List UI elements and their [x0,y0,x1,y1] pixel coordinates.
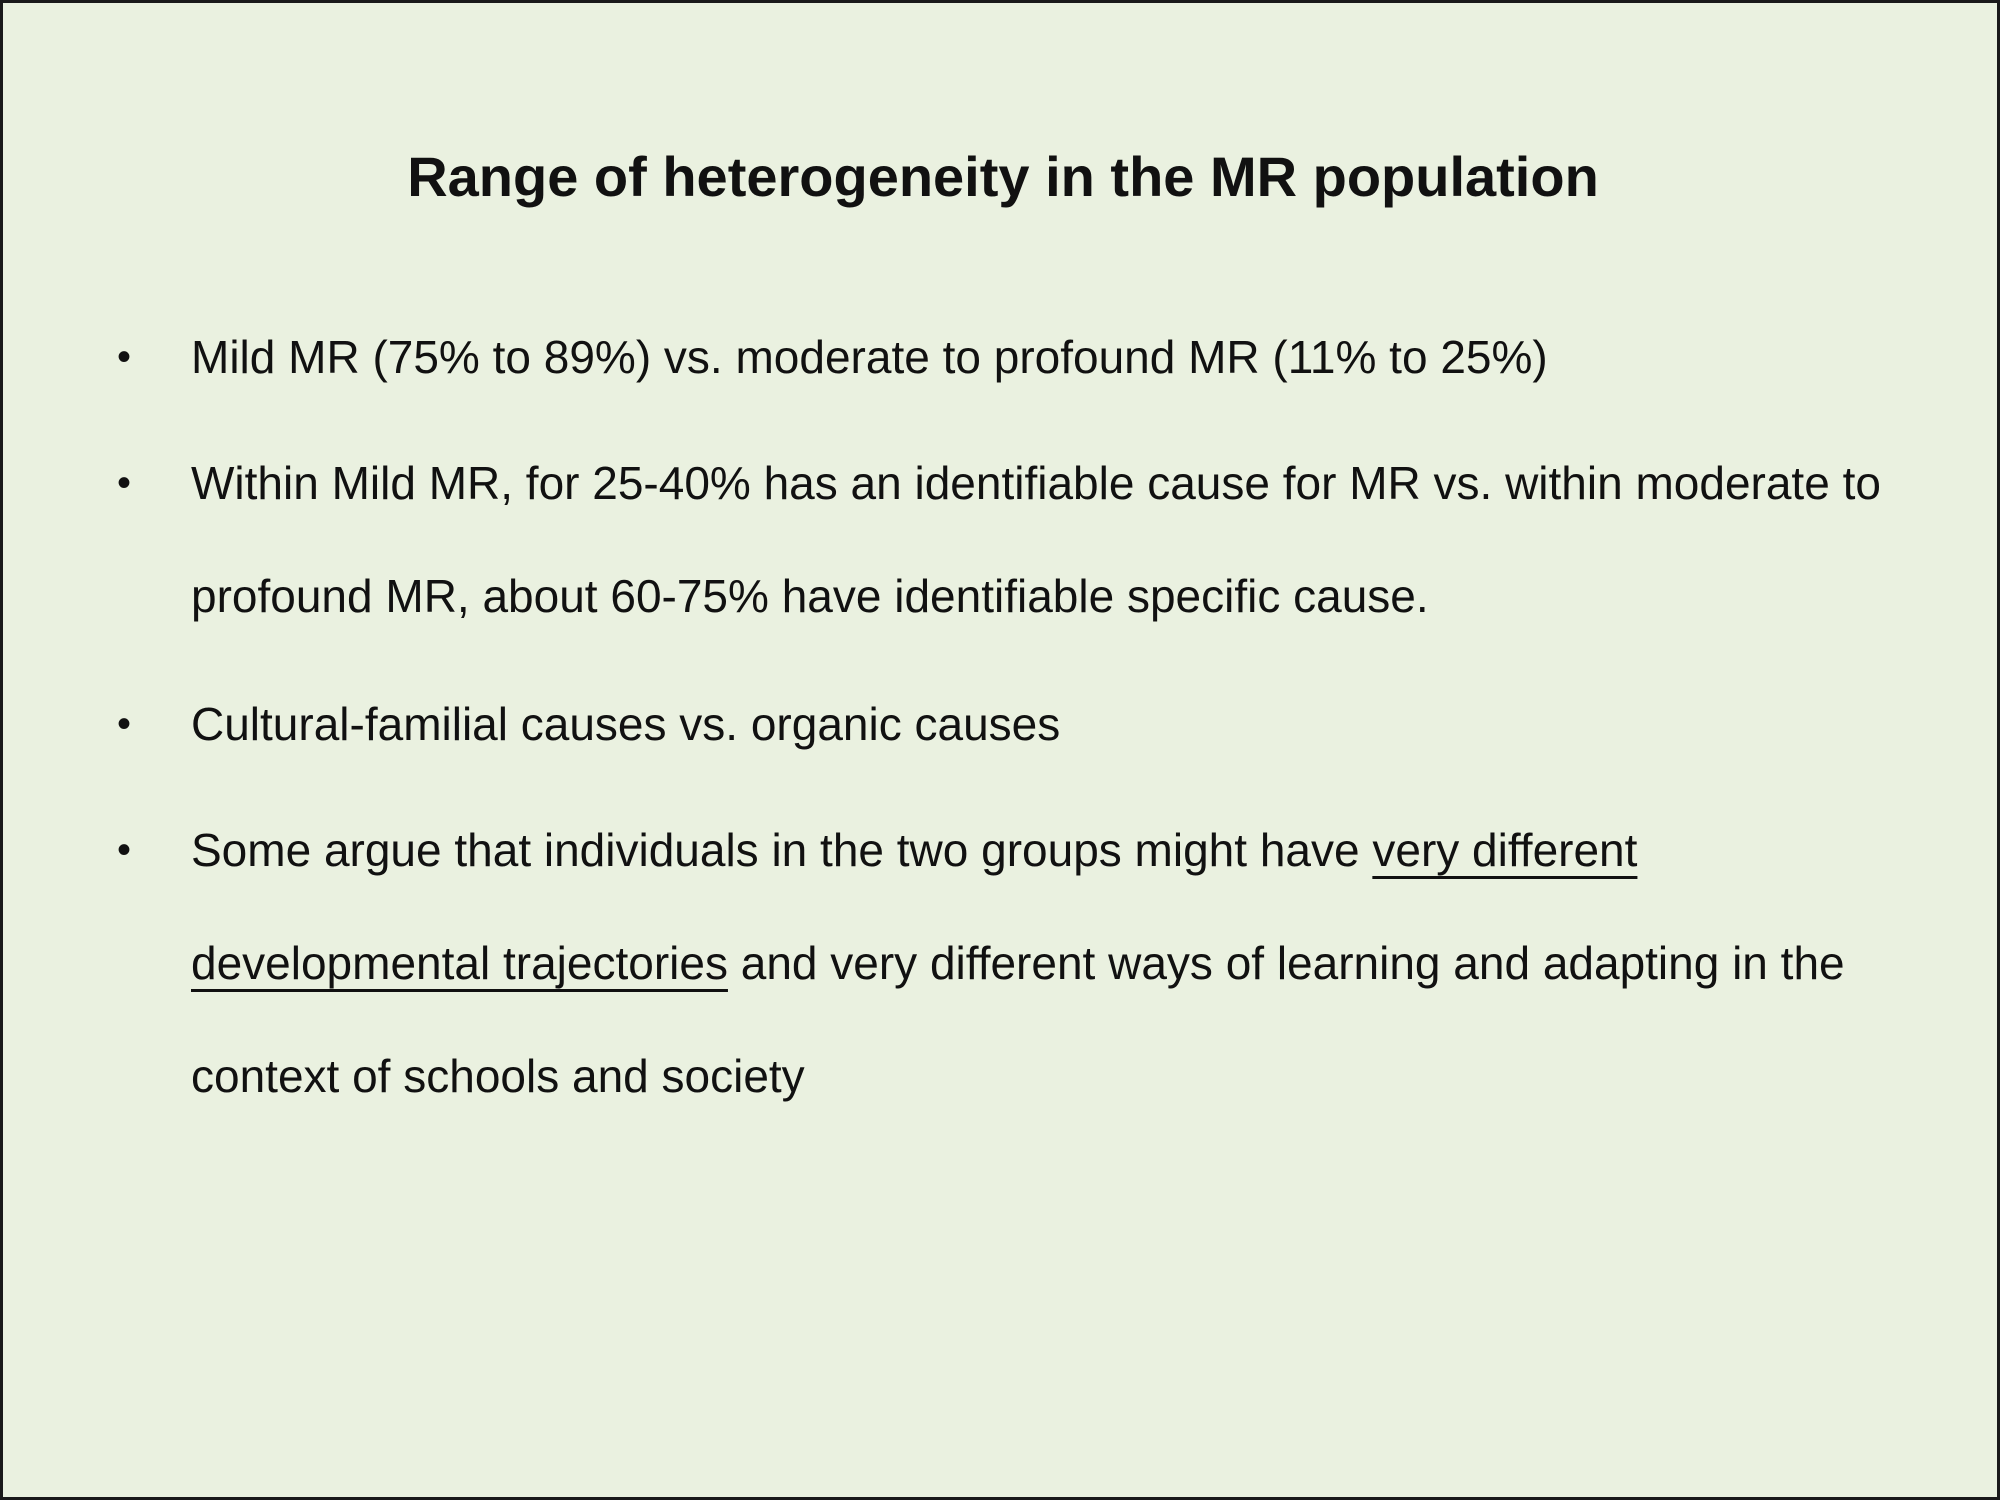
bullet-text: Mild MR (75% to 89%) vs. moderate to pro… [191,331,1548,383]
bullet-icon: • [117,702,132,746]
bullet-item: • Cultural-familial causes vs. organic c… [117,668,1911,781]
bullet-item: • Within Mild MR, for 25-40% has an iden… [117,427,1911,653]
slide-title: Range of heterogeneity in the MR populat… [407,145,1599,208]
bullet-item: • Mild MR (75% to 89%) vs. moderate to p… [117,301,1911,414]
bullet-icon: • [117,335,132,379]
bullet-icon: • [117,461,132,505]
bullet-icon: • [117,828,132,872]
bullet-text: Some argue that individuals in the two g… [191,824,1845,1102]
bullet-text-after: and very different ways of learning and … [191,937,1845,1102]
bullet-item: • Some argue that individuals in the two… [117,794,1911,1133]
underlined-phrase: very different developmental trajectorie… [191,824,1638,989]
bullet-text-before: Some argue that individuals in the two g… [191,824,1373,876]
bullet-text: Cultural-familial causes vs. organic cau… [191,698,1061,750]
bullet-text: Within Mild MR, for 25-40% has an identi… [191,457,1881,622]
